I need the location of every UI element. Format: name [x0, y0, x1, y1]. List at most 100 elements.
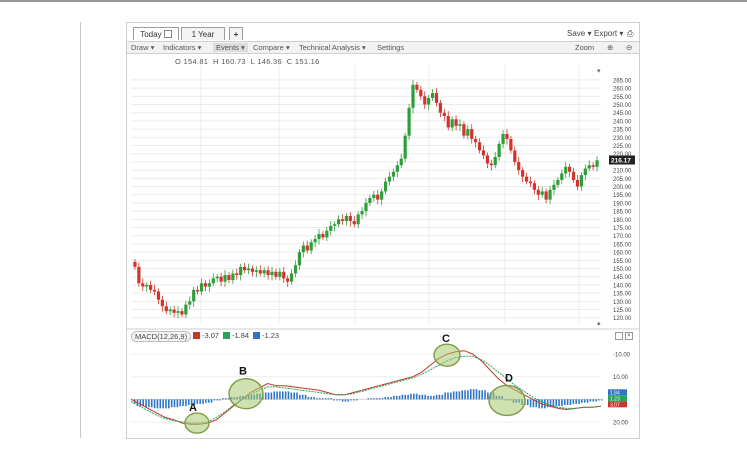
zoom-out-icon[interactable]: ⊖ [626, 43, 633, 52]
candle [250, 265, 255, 277]
candle-body [387, 176, 392, 182]
price-tick-label: 200.00 [613, 185, 632, 191]
macd-histogram-bar [319, 398, 321, 400]
candle [427, 95, 431, 110]
macd-histogram-bar [589, 399, 592, 402]
candle-body [419, 89, 423, 97]
candle-body [282, 271, 286, 279]
export-menu[interactable]: Export ▾ [594, 29, 623, 38]
candle-body [536, 189, 540, 195]
candle-body [552, 184, 556, 190]
candle-body [352, 220, 356, 225]
candle-body [591, 165, 595, 167]
macd-histogram-bar [598, 399, 600, 401]
save-menu[interactable]: Save ▾ [567, 29, 591, 38]
candle [239, 263, 243, 281]
candle [145, 281, 149, 292]
price-tick-label: 160.00 [613, 251, 632, 257]
macd-histogram-bar [196, 399, 199, 404]
macd-histogram-bar [356, 399, 358, 401]
menu-technical-analysis[interactable]: Technical Analysis ▾ [299, 43, 366, 52]
menu-technical-analysis-label: Technical Analysis [299, 43, 360, 52]
candle [274, 268, 278, 280]
candle [466, 125, 470, 140]
macd-histogram-bar [219, 399, 221, 401]
candle [587, 160, 591, 172]
macd-histogram-bar [395, 395, 398, 400]
macd-histogram-bar [227, 398, 230, 400]
candle-body [509, 138, 513, 151]
menu-indicators[interactable]: Indicators ▾ [163, 43, 202, 52]
macd-histogram-bar [307, 397, 310, 400]
candle [454, 115, 458, 131]
macd-histogram-bar [586, 399, 589, 403]
macd-histogram-bar [287, 391, 290, 400]
macd-histogram-bar [381, 398, 384, 400]
add-tab-button[interactable]: + [229, 27, 243, 40]
macd-histogram-bar [410, 393, 412, 400]
candle [258, 265, 262, 277]
candle-body [325, 230, 329, 238]
tab-1-year[interactable]: 1 Year [181, 27, 225, 40]
candle-body [211, 278, 215, 284]
macd-histogram-bar [333, 399, 335, 401]
menu-settings[interactable]: Settings [377, 43, 404, 52]
price-tick-label: 255.00 [613, 95, 632, 101]
candle-body [333, 224, 337, 226]
candle [340, 214, 345, 225]
macd-histogram-bar [176, 399, 179, 408]
candle [376, 189, 380, 205]
candle-body [462, 124, 466, 136]
chart-canvas[interactable]: 120.00 125.00 130.00 135.00 140.00 145.00 150.… [127, 23, 639, 438]
candle [286, 275, 290, 288]
menu-draw-label: Draw [131, 43, 149, 52]
macd-histogram-bar [595, 399, 597, 402]
macd-histogram-bar [452, 391, 455, 400]
price-tick-label: 235.00 [613, 128, 632, 134]
macd-indicator-label[interactable]: MACD(12,26,9) [131, 331, 192, 342]
menu-compare[interactable]: Compare ▾ [253, 43, 290, 52]
price-tick-label: 220.00 [613, 152, 632, 158]
candle-body [203, 283, 208, 287]
zoom-label: Zoom [575, 43, 595, 52]
candle [524, 172, 529, 185]
candle-body [164, 306, 168, 312]
panel-close-icon[interactable]: × [625, 332, 633, 340]
macd-histogram-bar [578, 399, 580, 404]
page-top-rule [0, 0, 747, 2]
candle-body [454, 119, 458, 126]
calendar-icon [163, 30, 172, 38]
price-tick-label: 150.00 [613, 267, 632, 273]
macd-histogram-bar [313, 397, 315, 400]
candle [532, 180, 536, 195]
candle-body [560, 173, 564, 180]
macd-histogram-bar [413, 393, 415, 400]
candle [521, 167, 525, 183]
candle [564, 161, 568, 178]
panel-minimize-icon[interactable] [615, 332, 623, 340]
print-icon[interactable]: ⎙ [627, 29, 634, 38]
menu-draw[interactable]: Draw ▾ [131, 43, 155, 52]
macd-line-value: -3.07 [202, 331, 220, 340]
candle [207, 279, 211, 292]
candle-body [403, 135, 407, 159]
macd-histogram-bar [546, 399, 549, 408]
tab-today[interactable]: Today [133, 27, 179, 40]
candle-body [297, 252, 302, 266]
macd-histogram-bar [156, 399, 159, 409]
price-tick-label: 230.00 [613, 136, 632, 142]
macd-histogram-bar [159, 399, 162, 409]
macd-histogram-bar [304, 394, 307, 400]
zoom-in-icon[interactable]: ⊕ [607, 43, 614, 52]
candle-body [466, 129, 470, 136]
candle [297, 249, 302, 270]
macd-histogram-bar [170, 399, 173, 408]
candle-body [235, 273, 239, 276]
price-tick-label: 165.00 [613, 242, 632, 248]
candle [293, 260, 298, 278]
price-tick-label: 120.00 [613, 316, 632, 322]
signal-line [130, 355, 602, 424]
macd-histogram-bar [216, 399, 219, 401]
menu-events[interactable]: Events ▾ [213, 43, 248, 52]
annotation-highlight-ellipse [184, 412, 210, 434]
